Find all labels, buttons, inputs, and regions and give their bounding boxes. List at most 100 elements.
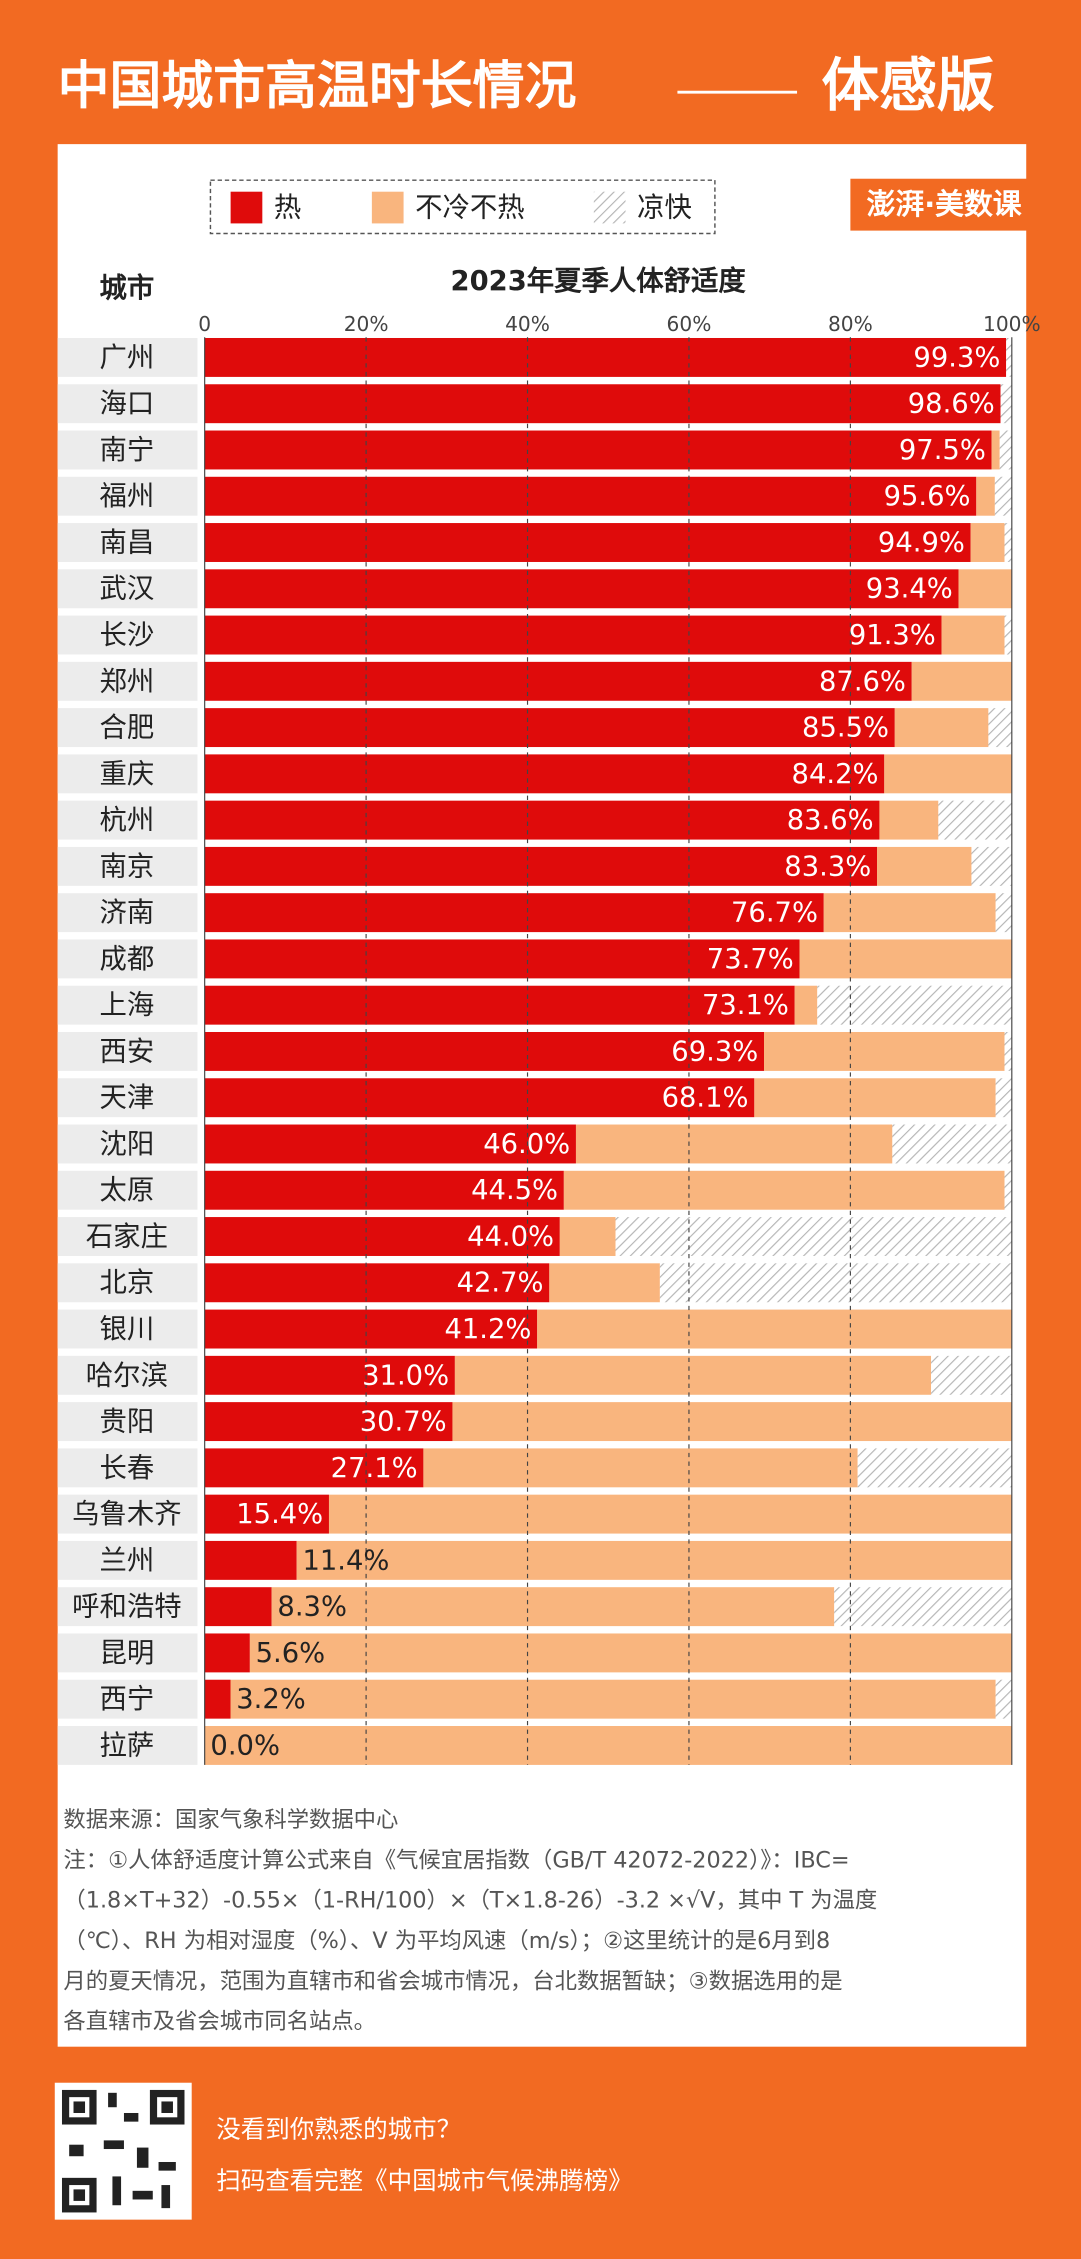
- category-cell: [57, 1355, 198, 1395]
- bar-segment: [204, 384, 1001, 424]
- category-cell: [57, 615, 198, 655]
- page-subtitle: 体感版: [822, 51, 995, 119]
- bar-segment: [204, 893, 824, 933]
- bar-segment: [249, 1633, 1012, 1673]
- note-line: （℃）、RH 为相对湿度（%）、V 为平均风速（m/s）；②这里统计的是6月到8: [63, 1928, 830, 1954]
- footer-line2: 扫码查看完整《中国城市气候沸腾榜》: [216, 2166, 633, 2195]
- category-cell: [57, 1078, 198, 1118]
- footer-line1: 没看到你熟悉的城市？: [216, 2114, 461, 2143]
- bar-segment: [204, 985, 795, 1025]
- bar-segment: [1004, 1031, 1012, 1071]
- legend-swatch: [593, 191, 626, 224]
- x-tick-label: 20%: [344, 312, 389, 336]
- bar-segment: [271, 1587, 835, 1627]
- bar-segment: [204, 1633, 250, 1673]
- y-tick-label: 银川: [99, 1314, 154, 1345]
- y-tick-label: 呼和浩特: [72, 1592, 182, 1623]
- bar-segment: [204, 1540, 297, 1580]
- value-label: 27.1%: [331, 1453, 418, 1484]
- bar-segment: [857, 1448, 1012, 1488]
- category-cell: [57, 800, 198, 840]
- category-cell: [57, 1031, 198, 1071]
- value-label: 83.6%: [787, 805, 874, 836]
- value-label: 87.6%: [819, 666, 906, 697]
- legend-label: 凉快: [637, 192, 692, 223]
- bar-segment: [204, 1494, 329, 1534]
- bar-segment: [204, 430, 992, 470]
- bar-segment: [296, 1540, 1012, 1580]
- bar-segment: [204, 1402, 453, 1442]
- value-label: 30.7%: [360, 1407, 447, 1438]
- value-label: 15.4%: [236, 1499, 323, 1530]
- bar-segment: [764, 1031, 1005, 1071]
- value-label: 84.2%: [792, 759, 879, 790]
- bar-segment: [995, 893, 1012, 933]
- value-label: 8.3%: [277, 1592, 347, 1623]
- bar-segment: [911, 661, 1012, 701]
- brand: 澎湃·美数课: [867, 187, 1022, 221]
- bar-segment: [958, 569, 1012, 609]
- category-cell: [57, 1494, 198, 1534]
- bar-segment: [204, 1217, 560, 1256]
- x-tick-label: 100%: [983, 312, 1041, 336]
- y-tick-label: 郑州: [99, 666, 154, 697]
- note-line: 月的夏天情况，范围为直辖市和省会城市情况，台北数据暂缺；③数据选用的是: [63, 1968, 842, 1994]
- bar-segment: [204, 1448, 424, 1488]
- value-label: 97.5%: [899, 435, 986, 466]
- category-cell: [57, 1587, 198, 1627]
- y-tick-label: 天津: [99, 1083, 154, 1114]
- bar-segment: [877, 846, 972, 886]
- bar-segment: [1004, 1170, 1012, 1210]
- bar-segment: [204, 708, 895, 748]
- category-cell: [57, 1309, 198, 1349]
- bar-segment: [204, 1078, 755, 1118]
- x-tick-label: 80%: [828, 312, 873, 336]
- brand-box: [850, 178, 1038, 231]
- bar-segment: [204, 846, 878, 886]
- bar-segment: [204, 337, 1007, 377]
- y-axis-label: 城市: [99, 272, 154, 304]
- value-label: 91.3%: [849, 620, 936, 651]
- y-tick-label: 拉萨: [99, 1730, 154, 1761]
- category-cell: [57, 754, 198, 794]
- value-label: 98.6%: [908, 389, 995, 420]
- y-tick-label: 哈尔滨: [86, 1360, 168, 1391]
- y-tick-label: 南宁: [99, 435, 154, 466]
- category-cell: [57, 1170, 198, 1210]
- value-label: 93.4%: [866, 574, 953, 605]
- bar-segment: [563, 1170, 1005, 1210]
- bar-segment: [452, 1402, 1012, 1442]
- value-label: 42.7%: [457, 1268, 544, 1299]
- y-tick-label: 广州: [99, 342, 154, 373]
- value-label: 0.0%: [210, 1730, 280, 1761]
- value-label: 99.3%: [913, 342, 1000, 373]
- bar-segment: [754, 1078, 996, 1118]
- y-tick-label: 西宁: [99, 1684, 154, 1715]
- y-tick-label: 济南: [99, 898, 154, 929]
- bar-segment: [931, 1355, 1012, 1395]
- value-label: 73.7%: [707, 944, 794, 975]
- x-tick-label: 60%: [667, 312, 712, 336]
- bar-segment: [659, 1263, 1012, 1303]
- bar-segment: [834, 1587, 1012, 1627]
- y-tick-label: 海口: [99, 389, 154, 420]
- bar-segment: [884, 754, 1012, 794]
- bar-segment: [1004, 615, 1012, 655]
- bar-segment: [879, 800, 939, 840]
- value-label: 41.2%: [444, 1314, 531, 1345]
- qr-pattern: [61, 2089, 185, 2213]
- y-tick-label: 贵阳: [99, 1407, 154, 1438]
- y-tick-label: 武汉: [99, 574, 154, 605]
- bar-segment: [204, 1124, 576, 1164]
- y-tick-label: 长沙: [99, 620, 154, 651]
- bar-segment: [204, 754, 885, 794]
- bar-segment: [1000, 384, 1012, 424]
- bar-segment: [454, 1355, 932, 1395]
- category-cell: [57, 939, 198, 979]
- note-line: 数据来源：国家气象科学数据中心: [63, 1807, 398, 1833]
- bar-segment: [794, 985, 818, 1025]
- bar-segment: [204, 800, 880, 840]
- x-tick-label: 0: [198, 312, 211, 336]
